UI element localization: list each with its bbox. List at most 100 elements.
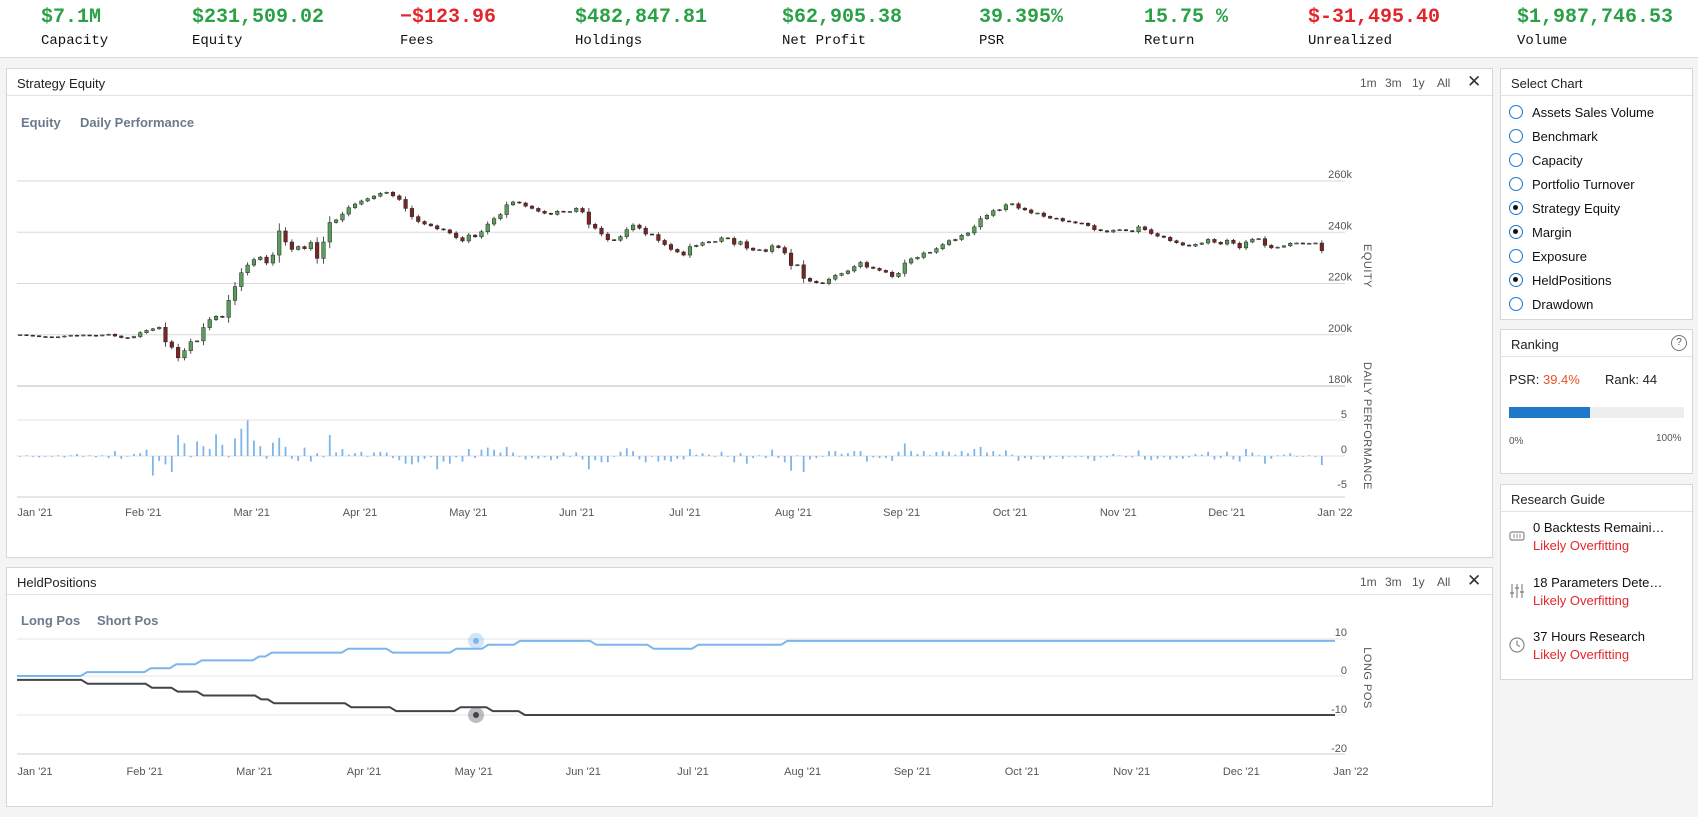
range-1y-button[interactable]: 1y — [1412, 76, 1425, 90]
help-icon[interactable]: ? — [1671, 335, 1687, 351]
candle — [245, 262, 250, 276]
performance-bar — [1175, 456, 1178, 459]
research-item-backtests[interactable]: 0 Backtests Remaini… Likely Overfitting — [1509, 520, 1689, 560]
range-3m-button[interactable]: 3m — [1385, 76, 1402, 90]
panel-title: HeldPositions — [17, 575, 97, 590]
rank-readout: Rank: 44 — [1605, 372, 1657, 387]
chart-option-heldpositions[interactable]: HeldPositions — [1509, 269, 1612, 291]
radio-button[interactable] — [1509, 153, 1523, 167]
performance-bar — [613, 456, 616, 457]
psr-label: PSR: — [1509, 372, 1540, 387]
axis-label: LONG POS — [1361, 647, 1373, 708]
tab-long-pos[interactable]: Long Pos — [21, 613, 81, 628]
performance-bar — [960, 451, 963, 456]
range-all-button[interactable]: All — [1437, 76, 1451, 90]
performance-bar — [619, 451, 622, 456]
performance-bar — [303, 447, 306, 456]
range-1y-button[interactable]: 1y — [1412, 575, 1425, 589]
candle — [1010, 203, 1015, 206]
stat-label: Return — [1144, 33, 1195, 49]
performance-bar — [663, 456, 666, 461]
candle — [353, 202, 358, 210]
candle — [182, 348, 187, 361]
radio-button[interactable] — [1509, 273, 1523, 287]
candle — [1123, 228, 1129, 232]
tab-short-pos[interactable]: Short Pos — [97, 613, 159, 628]
close-icon[interactable]: ✕ — [1467, 571, 1482, 590]
candle — [220, 315, 225, 319]
candle — [283, 227, 288, 246]
performance-bar — [493, 449, 495, 456]
candle — [479, 229, 484, 239]
performance-bar — [240, 428, 243, 456]
range-1m-button[interactable]: 1m — [1360, 76, 1377, 90]
equity-chart[interactable]: 260k 240k 220k 200k 180k EQUITY 5 0 -5 DAILY PERF… — [7, 96, 1492, 556]
chart-option-capacity[interactable]: Capacity — [1509, 149, 1583, 171]
candle — [24, 334, 29, 336]
radio-button[interactable] — [1509, 177, 1523, 191]
candle — [687, 243, 693, 258]
chart-option-exposure[interactable]: Exposure — [1509, 245, 1587, 267]
performance-bar — [562, 452, 565, 456]
tab-equity[interactable]: Equity — [21, 115, 61, 130]
chart-option-drawdown[interactable]: Drawdown — [1509, 293, 1593, 315]
research-item-title: 37 Hours Research — [1533, 629, 1645, 644]
performance-bar — [531, 456, 533, 459]
performance-bar — [581, 456, 584, 460]
close-icon[interactable]: ✕ — [1467, 72, 1482, 91]
candle — [795, 264, 800, 267]
performance-bar — [360, 451, 363, 456]
radio-button[interactable] — [1509, 297, 1523, 311]
radio-button[interactable] — [1509, 249, 1523, 263]
research-item-parameters[interactable]: 18 Parameters Dete… Likely Overfitting — [1509, 575, 1689, 615]
research-item-hours[interactable]: 37 Hours Research Likely Overfitting — [1509, 629, 1689, 669]
chart-option-benchmark[interactable]: Benchmark — [1509, 125, 1598, 147]
candle — [1243, 239, 1249, 251]
panel-header: Research Guide — [1501, 485, 1692, 512]
chart-option-margin[interactable]: Margin — [1509, 221, 1572, 243]
performance-bar — [1144, 456, 1146, 460]
performance-bar — [783, 456, 786, 463]
performance-bar — [973, 449, 976, 456]
performance-bar — [120, 456, 123, 459]
performance-bar — [1074, 456, 1077, 458]
performance-bar — [44, 456, 47, 457]
chart-option-label: Exposure — [1532, 248, 1587, 264]
chart-option-strategy-equity[interactable]: Strategy Equity — [1509, 197, 1620, 219]
performance-bar — [1200, 454, 1203, 456]
radio-button[interactable] — [1509, 129, 1523, 143]
perf-tick-label: 0 — [1341, 444, 1347, 456]
performance-bar — [777, 456, 780, 459]
performance-bar — [632, 451, 634, 456]
performance-bar — [57, 455, 59, 457]
performance-bar — [543, 456, 546, 458]
candle — [1199, 242, 1204, 246]
performance-bar — [272, 442, 274, 456]
stat-fees: −$123.96 Fees — [400, 6, 496, 50]
held-positions-chart[interactable]: 10 0 -10 -20 LONG POS Jan '21 Feb '21 Mar '21 Ap… — [7, 594, 1492, 806]
radio-button[interactable] — [1509, 225, 1523, 239]
range-all-button[interactable]: All — [1437, 575, 1451, 589]
candle — [896, 271, 901, 278]
performance-bar — [1099, 456, 1102, 458]
radio-button[interactable] — [1509, 201, 1523, 215]
candle — [921, 251, 926, 260]
chart-option-label: Benchmark — [1532, 128, 1598, 144]
candle — [264, 254, 269, 266]
candle — [441, 228, 446, 231]
chart-option-assets-sales-volume[interactable]: Assets Sales Volume — [1509, 101, 1654, 123]
performance-bar — [429, 456, 432, 458]
performance-bar — [63, 456, 66, 458]
range-1m-button[interactable]: 1m — [1360, 575, 1377, 589]
range-3m-button[interactable]: 3m — [1385, 575, 1402, 589]
performance-bar — [151, 456, 154, 476]
tab-daily-performance[interactable]: Daily Performance — [80, 115, 195, 130]
radio-button[interactable] — [1509, 105, 1523, 119]
candle — [1111, 229, 1116, 233]
candle — [1016, 202, 1021, 210]
candle — [593, 222, 598, 230]
candle — [1142, 225, 1147, 231]
chart-option-portfolio-turnover[interactable]: Portfolio Turnover — [1509, 173, 1635, 195]
stat-capacity: $7.1M Capacity — [41, 6, 108, 50]
candle — [940, 242, 945, 251]
